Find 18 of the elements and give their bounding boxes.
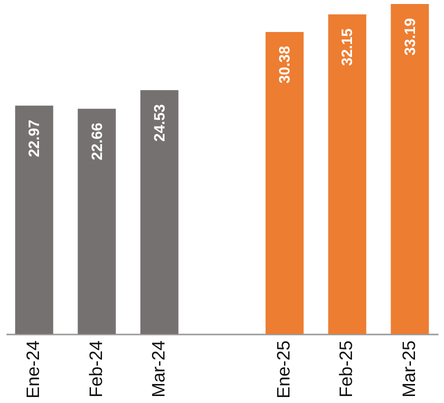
data-label: 22.97	[26, 120, 44, 158]
bar	[15, 106, 54, 334]
data-label: 22.66	[88, 122, 106, 160]
data-label: 33.19	[402, 18, 419, 56]
bar	[328, 14, 366, 334]
x-tick-label: Ene-25	[274, 340, 294, 399]
x-tick-label: Mar-24	[148, 340, 168, 398]
bar	[78, 108, 116, 334]
bar	[266, 32, 304, 334]
bar	[140, 90, 178, 334]
x-tick-label: Ene-24	[23, 340, 44, 399]
bar	[390, 4, 429, 334]
x-tick-label: Feb-24	[86, 340, 106, 398]
data-label: 24.53	[151, 104, 168, 142]
data-label: 30.38	[276, 46, 294, 84]
x-tick-label: Mar-25	[398, 340, 419, 398]
data-label: 32.15	[339, 28, 356, 66]
x-tick-label: Feb-25	[336, 340, 356, 398]
